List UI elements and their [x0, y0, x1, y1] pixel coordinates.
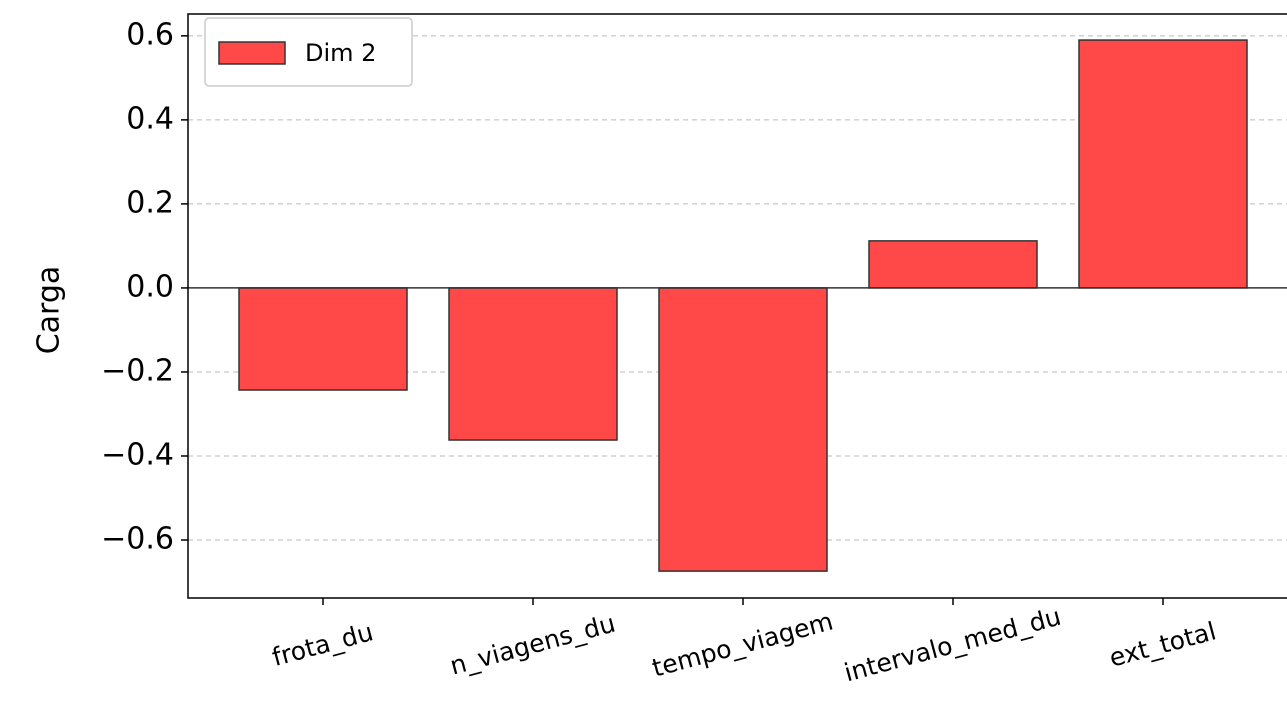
legend-frame	[204, 17, 413, 87]
bar	[448, 287, 618, 441]
x-tick-label: ext_total	[1106, 616, 1219, 672]
y-tick-label: 0.2	[126, 185, 174, 220]
y-axis-label: Carga	[32, 266, 67, 355]
x-tick-label: tempo_viagem	[649, 606, 836, 682]
bar	[658, 287, 828, 572]
y-tick-label: −0.4	[101, 437, 174, 472]
x-tick-label: intervalo_med_du	[841, 602, 1064, 688]
y-tick-label: 0.4	[126, 101, 174, 136]
y-tick-label: 0.0	[126, 269, 174, 304]
y-tick-label: −0.6	[101, 522, 174, 557]
bar	[1078, 39, 1248, 289]
y-tick-label: 0.6	[126, 17, 174, 52]
bar	[868, 240, 1038, 289]
y-tick-label: −0.2	[101, 353, 174, 388]
bar	[238, 287, 408, 391]
legend-swatch	[218, 41, 286, 65]
x-tick-label: n_viagens_du	[447, 609, 618, 681]
plot-frame	[187, 13, 1287, 599]
legend: Dim 2	[204, 17, 413, 87]
legend-label: Dim 2	[305, 39, 376, 67]
x-tick-label: frota_du	[269, 617, 376, 672]
